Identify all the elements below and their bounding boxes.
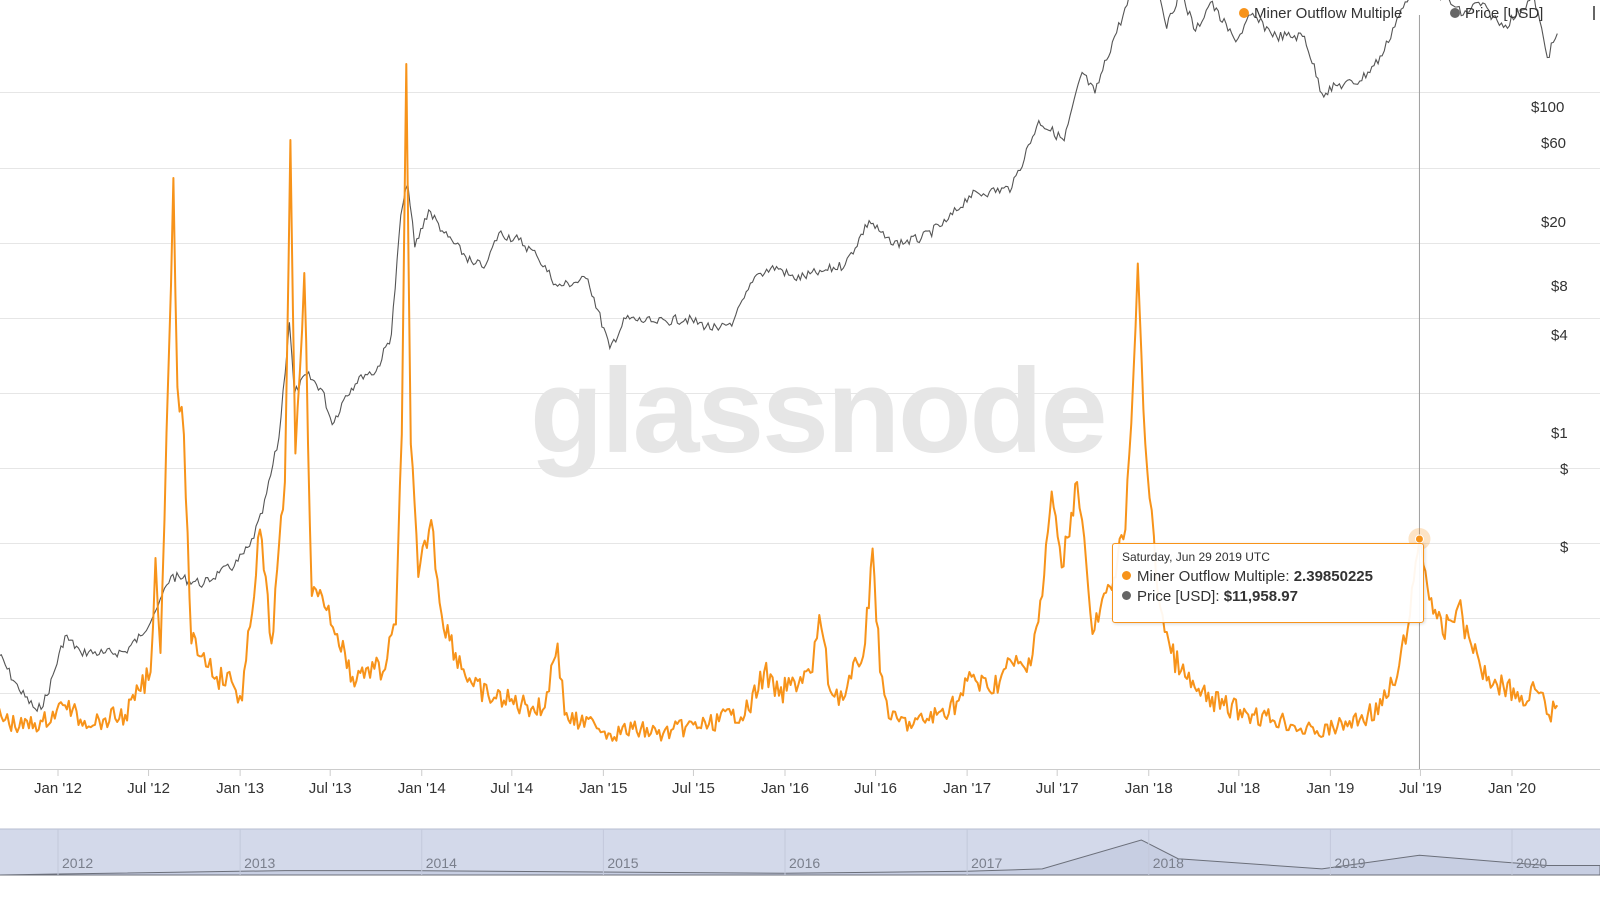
y-tick-label: $ — [1560, 539, 1569, 556]
tooltip-row-price: Price [USD]: $11,958.97 — [1122, 588, 1298, 605]
legend-price-dot — [1450, 8, 1460, 18]
legend-mom-dot — [1239, 8, 1249, 18]
watermark: glassnode — [530, 344, 1106, 478]
x-tick-label: Jul '14 — [490, 780, 533, 797]
mom-hover-point — [1414, 534, 1424, 544]
legend: Miner Outflow Multiple Price [USD] — [1239, 5, 1595, 22]
x-tick-label: Jan '14 — [398, 780, 446, 797]
tooltip-date: Saturday, Jun 29 2019 UTC — [1122, 550, 1270, 564]
legend-overflow-marker — [1593, 6, 1595, 20]
legend-mom-label: Miner Outflow Multiple — [1254, 5, 1402, 22]
tooltip-mom-value: 2.39850225 — [1293, 568, 1373, 585]
navigator-year-label: 2015 — [607, 855, 638, 871]
navigator-price-line — [0, 839, 1600, 876]
tooltip-mom-dot — [1122, 571, 1131, 580]
x-tick-label: Jan '19 — [1306, 780, 1354, 797]
y-tick-label: $1 — [1551, 425, 1568, 442]
navigator-year-label: 2018 — [1153, 855, 1184, 871]
y-tick-label: $ — [1560, 461, 1569, 478]
x-tick-label: Jan '13 — [216, 780, 264, 797]
legend-item-mom[interactable]: Miner Outflow Multiple — [1239, 5, 1402, 22]
navigator-series — [0, 839, 1600, 876]
y-tick-label: $4 — [1551, 327, 1568, 344]
navigator-year-label: 2013 — [244, 855, 275, 871]
mom-line — [0, 63, 1559, 742]
y-tick-label: $100 — [1531, 99, 1564, 116]
grid-lines — [0, 92, 1600, 694]
x-tick-label: Jul '15 — [672, 780, 715, 797]
tooltip-row-mom: Miner Outflow Multiple: 2.39850225 — [1122, 568, 1373, 585]
tooltip: Saturday, Jun 29 2019 UTC Miner Outflow … — [1112, 543, 1424, 623]
x-tick-label: Jan '16 — [761, 780, 809, 797]
tooltip-price-label: Price [USD]: — [1137, 588, 1224, 605]
x-tick-label: Jul '17 — [1036, 780, 1079, 797]
navigator-year-label: 2019 — [1334, 855, 1365, 871]
tooltip-mom-label: Miner Outflow Multiple: — [1137, 568, 1294, 585]
x-tick-label: Jan '17 — [943, 780, 991, 797]
price-line — [0, 0, 1558, 713]
navigator-year-label: 2014 — [426, 855, 457, 871]
x-tick-label: Jan '15 — [579, 780, 627, 797]
x-tick-label: Jul '16 — [854, 780, 897, 797]
legend-item-price[interactable]: Price [USD] — [1450, 5, 1543, 22]
x-tick-label: Jul '12 — [127, 780, 170, 797]
navigator-year-label: 2020 — [1516, 855, 1547, 871]
navigator-labels: 2012 2013 2014 2015 2016 2017 2018 2019 2020 — [57, 829, 1547, 875]
x-axis-ticks: Jan '12 Jul '12 Jan '13 Jul '13 Jan '14 Jul '… — [34, 769, 1536, 797]
tooltip-price-value: $11,958.97 — [1223, 588, 1298, 605]
x-tick-label: Jan '20 — [1488, 780, 1536, 797]
x-tick-label: Jul '18 — [1217, 780, 1260, 797]
y-axis-ticks: $100 $60 $20 $8 $4 $1 $ $ — [1531, 99, 1569, 556]
x-tick-label: Jul '13 — [309, 780, 352, 797]
x-tick-label: Jan '12 — [34, 780, 82, 797]
y-tick-label: $8 — [1551, 278, 1568, 295]
x-tick-label: Jul '19 — [1399, 780, 1442, 797]
legend-price-label: Price [USD] — [1465, 5, 1543, 22]
tooltip-price-dot — [1122, 591, 1131, 600]
x-tick-label: Jan '18 — [1125, 780, 1173, 797]
y-tick-label: $20 — [1541, 214, 1566, 231]
navigator-year-label: 2012 — [62, 855, 93, 871]
mom-series — [0, 63, 1559, 742]
navigator-year-label: 2016 — [789, 855, 820, 871]
y-tick-label: $60 — [1541, 135, 1566, 152]
navigator-year-label: 2017 — [971, 855, 1002, 871]
price-series — [0, 0, 1558, 713]
